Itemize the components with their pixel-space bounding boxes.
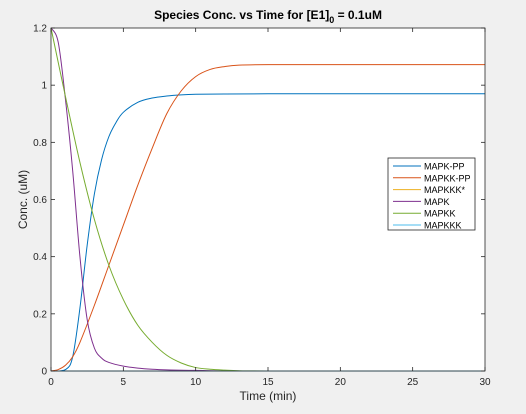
y-tick-label-5: 1 — [41, 81, 47, 92]
x-tick-label-1: 5 — [121, 377, 127, 388]
legend-label-3: MAPK — [424, 197, 450, 207]
legend-box — [387, 157, 476, 231]
series-line-1 — [50, 64, 485, 372]
chart-title-subscript: 0 — [329, 15, 334, 25]
series-line-0 — [50, 93, 485, 372]
legend-label-2: MAPKKK* — [424, 185, 466, 195]
y-tick-label-0: 0 — [41, 367, 47, 378]
series-line-3 — [50, 27, 486, 372]
x-tick-label-2: 10 — [190, 377, 202, 388]
x-tick-label-6: 30 — [479, 377, 491, 388]
chart-title-suffix: = 0.1uM — [334, 8, 382, 22]
legend-label-5: MAPKKK — [424, 221, 462, 231]
legend-label-1: MAPKK-PP — [424, 173, 471, 183]
y-axis-label: Conc. (uM) — [16, 170, 30, 229]
x-tick-label-3: 15 — [262, 377, 274, 388]
x-tick-label-4: 20 — [335, 377, 347, 388]
x-tick-label-5: 25 — [407, 377, 419, 388]
y-tick-label-1: 0.2 — [33, 309, 47, 320]
axis-ticks: 0 5 10 15 20 25 30 0 0.2 0.4 0.6 0.8 1 1.2 — [33, 24, 491, 389]
y-tick-label-6: 1.2 — [33, 24, 47, 35]
legend-label-4: MAPKK — [424, 209, 456, 219]
x-axis-label: Time (min) — [240, 389, 297, 403]
y-tick-label-3: 0.6 — [33, 195, 47, 206]
chart-title: Species Conc. vs Time for [E1]0 = 0.1uM — [154, 8, 382, 25]
y-tick-label-2: 0.4 — [33, 252, 47, 263]
axes-box — [50, 27, 486, 372]
x-tick-label-0: 0 — [48, 377, 54, 388]
legend-label-0: MAPK-PP — [424, 162, 465, 172]
y-tick-label-4: 0.8 — [33, 138, 47, 149]
